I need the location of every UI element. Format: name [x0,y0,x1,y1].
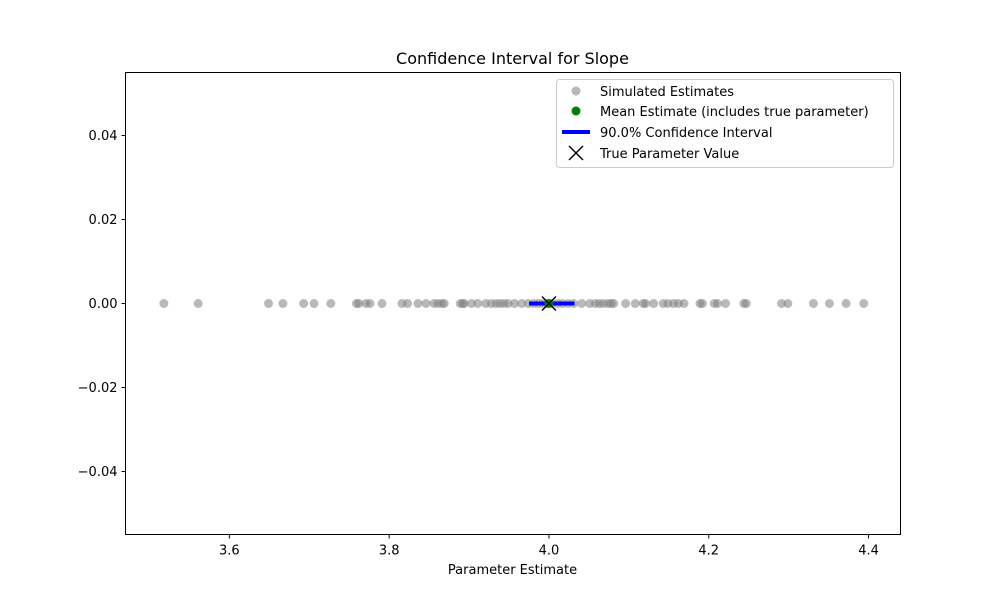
simulated-estimate-point [783,299,793,308]
simulated-estimate-point [354,299,364,308]
simulated-estimate-point [466,299,476,308]
simulated-estimate-point [299,299,309,308]
simulated-estimate-point [824,299,834,308]
points-layer [159,296,869,311]
legend-box [556,79,894,168]
simulated-estimate-point [309,299,319,308]
simulated-estimate-point [859,299,869,308]
chart-title: Confidence Interval for Slope [396,49,629,68]
x-tick-label: 4.0 [539,544,560,559]
x-tick-label: 3.8 [379,544,400,559]
simulated-estimate-point [517,299,527,308]
simulated-estimate-point [278,299,288,308]
simulated-estimate-point [649,299,659,308]
simulated-estimate-point [577,299,587,308]
x-tick-label: 4.4 [858,544,879,559]
y-tick-label: 0.00 [89,297,118,312]
y-tick-label: −0.02 [78,381,118,396]
simulated-estimate-point [459,299,469,308]
simulated-estimate-point [510,299,520,308]
simulated-estimate-point [439,299,449,308]
y-tick-label: −0.04 [78,465,118,480]
simulated-estimate-point [621,299,631,308]
simulated-estimate-point [159,299,169,308]
simulated-estimate-point [697,299,707,308]
simulated-estimate-point [473,299,483,308]
simulated-estimate-point [641,299,651,308]
simulated-estimate-point [721,299,731,308]
x-tick-label: 4.2 [698,544,719,559]
x-axis-ticks: 3.6 3.8 4.0 4.2 4.4 [219,534,879,559]
simulated-estimate-point [503,299,513,308]
simulated-estimate-point [841,299,851,308]
x-axis-label: Parameter Estimate [448,563,577,578]
legend-label-mean: Mean Estimate (includes true parameter) [600,105,869,120]
simulated-estimate-point [713,299,723,308]
simulated-estimate-point [365,299,375,308]
simulated-estimate-point [403,299,413,308]
simulated-estimate-point [776,299,786,308]
simulated-estimate-point [630,299,640,308]
legend-label-true: True Parameter Value [599,147,739,162]
x-tick-label: 3.6 [219,544,240,559]
legend-label-ci: 90.0% Confidence Interval [600,126,772,141]
simulated-estimate-point [609,299,619,308]
y-axis-ticks: 0.04 0.02 0.00 −0.02 −0.04 [78,129,126,480]
legend-marker-true [568,145,584,161]
simulated-estimate-point [264,299,274,308]
simulated-estimate-point [679,299,689,308]
simulated-estimate-point [421,299,431,308]
legend-label-simulated: Simulated Estimates [600,85,734,100]
simulated-estimate-point [326,299,336,308]
simulated-estimate-point [808,299,818,308]
true-parameter-marker [541,296,557,311]
legend: Simulated Estimates Mean Estimate (inclu… [556,79,894,168]
simulated-estimate-point [377,299,387,308]
simulated-estimate-point [741,299,751,308]
legend-marker-simulated [571,86,581,96]
y-tick-label: 0.04 [89,129,118,144]
simulated-estimate-point [413,299,423,308]
y-tick-label: 0.02 [89,213,118,228]
legend-marker-mean [571,106,581,116]
simulated-estimate-point [193,299,203,308]
